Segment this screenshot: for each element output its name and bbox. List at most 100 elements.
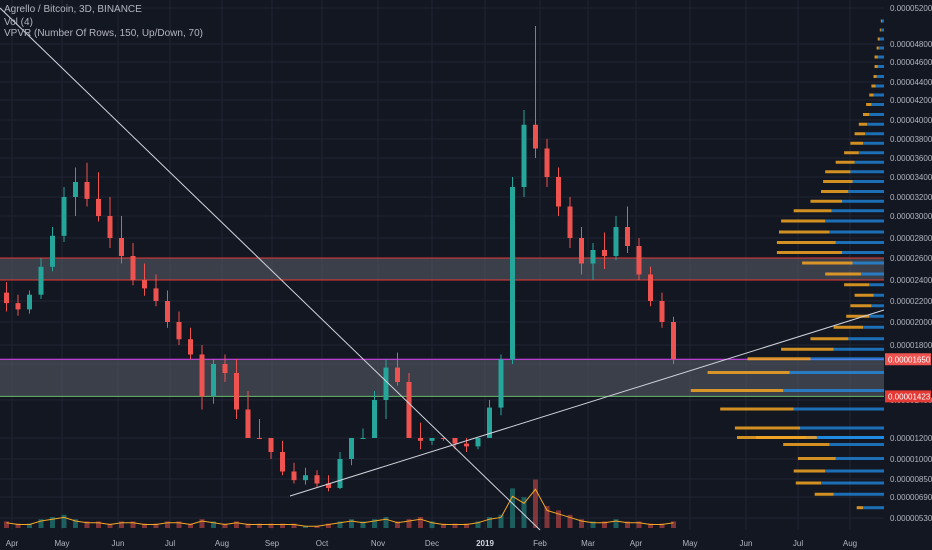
vp-row-down-2 (877, 37, 880, 41)
vp-row-down-30 (846, 314, 870, 318)
price-tick-label: 0.00001000 (890, 455, 932, 464)
volume-bar-26 (303, 525, 308, 528)
time-tick-label: Apr (630, 539, 643, 548)
candle-body-19 (222, 364, 228, 373)
vp-row-down-33 (781, 347, 834, 351)
time-tick-label: Jul (793, 539, 803, 548)
candle-body-40 (464, 443, 469, 447)
vp-row-down-42 (797, 457, 836, 460)
vp-row-up-30 (869, 314, 884, 318)
candle-body-33 (383, 367, 389, 400)
vp-row-up-26 (860, 272, 884, 276)
vp-row-up-23 (835, 241, 884, 244)
vp-row-up-8 (873, 93, 884, 97)
price-tick-label: 0.00002200 (890, 297, 932, 306)
candle-body-51 (590, 250, 596, 264)
price-tick-label: 0.00002000 (890, 318, 932, 327)
volume-bar-1 (15, 523, 21, 528)
volume-bar-42 (487, 517, 492, 528)
vp-row-up-14 (858, 151, 884, 155)
candle-body-5 (61, 197, 67, 236)
time-tick-label: Aug (843, 539, 857, 548)
price-axis[interactable]: 0.00005200 0.00004800 0.00004600 0.00004400… (884, 0, 932, 550)
candle-body-43 (498, 359, 504, 408)
price-tick-label: 0.00003400 (890, 173, 932, 182)
volume-bar-8 (96, 521, 101, 528)
volume-bar-43 (498, 514, 504, 528)
candle-body-53 (613, 227, 619, 256)
candle-body-46 (533, 124, 538, 149)
volume-bar-23 (268, 523, 274, 528)
volume-bar-7 (84, 521, 90, 528)
candle-body-0 (4, 292, 9, 304)
volume-bar-49 (567, 514, 573, 528)
price-tick-label: 0.00002600 (890, 254, 932, 263)
volume-bar-22 (257, 523, 262, 528)
vp-row-down-27 (844, 283, 870, 287)
candle-body-58 (671, 322, 676, 360)
vp-row-up-22 (829, 230, 884, 234)
volume-bar-40 (464, 523, 469, 528)
volume-bar-44 (510, 488, 515, 528)
candle-body-26 (303, 475, 308, 481)
time-tick-label: Mar (581, 539, 595, 548)
vp-row-down-17 (823, 180, 853, 183)
trendlines (0, 7, 885, 531)
candle-body-52 (602, 250, 607, 256)
price-tick-label: 0.00001200 (890, 434, 932, 443)
candle-body-7 (84, 182, 90, 199)
vp-row-down-20 (793, 209, 832, 213)
vp-row-down-34 (747, 357, 811, 361)
volume-profile (690, 19, 884, 510)
volume-bar-53 (613, 519, 619, 528)
volume-indicator-label[interactable]: Vol (4) (4, 17, 33, 28)
vp-row-up-33 (833, 347, 884, 351)
time-tick-label: Nov (371, 539, 385, 548)
candle-body-21 (245, 409, 251, 438)
volume-bar-20 (234, 521, 239, 528)
vp-row-up-19 (842, 199, 884, 203)
volume-bar-33 (383, 517, 389, 528)
vpvr-indicator-label[interactable]: VPVR (Number Of Rows, 150, Up/Down, 70) (4, 28, 203, 39)
price-zones (0, 257, 884, 397)
volume-bar-36 (418, 517, 423, 528)
volume-bar-5 (61, 514, 67, 528)
vp-row-up-27 (869, 283, 884, 287)
candle-body-4 (50, 235, 55, 267)
vp-row-up-0 (881, 19, 884, 23)
vp-row-up-21 (825, 219, 884, 223)
vp-row-up-42 (835, 457, 884, 460)
vp-row-down-29 (850, 304, 872, 308)
vp-row-up-35 (789, 371, 884, 374)
candle-body-22 (257, 438, 262, 439)
price-tick-label: 0.00000530 (890, 514, 932, 523)
volume-bar-29 (337, 521, 343, 528)
volume-bar-13 (153, 523, 159, 528)
price-tick-label: 0.00003600 (890, 154, 932, 163)
vp-row-up-6 (876, 75, 884, 78)
time-tick-label: Feb (533, 539, 547, 548)
vp-row-up-25 (852, 261, 884, 265)
vp-row-down-5 (874, 65, 878, 68)
volume-bar-0 (4, 521, 9, 528)
candle-body-23 (268, 438, 274, 452)
vp-row-down-38 (734, 426, 800, 430)
time-axis[interactable]: Apr May Jun Jul Aug Sep Oct Nov Dec 2019 Feb Mar Apr… (6, 539, 857, 548)
vp-row-up-32 (848, 337, 884, 341)
candle-body-36 (418, 438, 423, 441)
volume-bar-39 (452, 523, 458, 528)
level-price-tag (885, 390, 931, 403)
candle-body-9 (107, 216, 113, 238)
vp-row-down-10 (863, 113, 870, 116)
volume-ma-line (6, 488, 674, 527)
volume-bar-30 (349, 519, 354, 528)
vp-row-down-18 (821, 190, 849, 193)
vp-row-down-25 (802, 261, 853, 265)
volume-bar-54 (625, 521, 630, 528)
candle-body-6 (73, 182, 78, 197)
symbol-title[interactable]: Agrello / Bitcoin, 3D, BINANCE (4, 4, 142, 15)
vp-row-up-36 (783, 389, 884, 392)
vp-row-down-26 (825, 272, 861, 276)
time-tick-label: May (682, 539, 697, 548)
